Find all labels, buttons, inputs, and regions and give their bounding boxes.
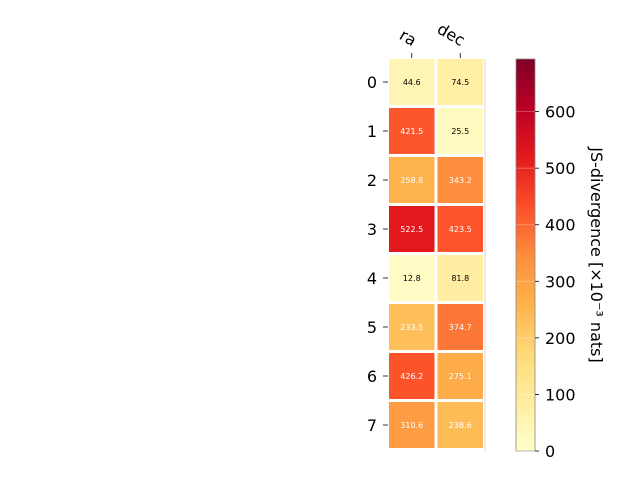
colorbar: 0 100 200 300 400 500 600 JS-divergence [×10⁻³ … [515, 58, 606, 461]
heatmap-cell-6-ra [389, 353, 435, 399]
row-label-4: 4 [367, 269, 377, 288]
cell-value-label: 12.8 [403, 274, 421, 283]
cell-value-label: 374.7 [449, 323, 472, 332]
heatmap-cell-6-dec [437, 353, 483, 399]
heatmap-cell-1-ra [389, 108, 435, 154]
column-label-ra: ra [396, 25, 420, 50]
cell-value-label: 426.2 [400, 372, 423, 381]
heatmap-cell-7-ra [389, 402, 435, 448]
cell-value-label: 258.8 [400, 176, 423, 185]
cell-value-label: 25.5 [451, 127, 469, 136]
heatmap-cell-0-dec [437, 59, 483, 105]
heatmap-cell-7-dec [437, 402, 483, 448]
heatmap-cell-2-dec [437, 157, 483, 203]
colorbar-tick-label: 100 [545, 385, 576, 404]
colorbar-tick-label: 500 [545, 159, 576, 178]
heatmap-cell-5-dec [437, 304, 483, 350]
colorbar-tick-label: 0 [545, 442, 555, 461]
heatmap-cell-2-ra [389, 157, 435, 203]
heatmap-cell-4-ra [389, 255, 435, 301]
row-label-0: 0 [367, 73, 377, 92]
row-label-7: 7 [367, 416, 377, 435]
heatmap-cell-0-ra [389, 59, 435, 105]
cell-value-label: 421.5 [400, 127, 423, 136]
heatmap-cell-3-dec [437, 206, 483, 252]
cell-value-label: 423.5 [449, 225, 472, 234]
row-label-3: 3 [367, 220, 377, 239]
heatmap-cells: 44.6 74.5 421.5 25.5 258.8 343.2 522.5 423.5 12.… [389, 59, 486, 451]
cell-value-label: 74.5 [451, 78, 469, 87]
column-label-dec: dec [434, 19, 468, 50]
row-label-2: 2 [367, 171, 377, 190]
heatmap-cell-4-dec [437, 255, 483, 301]
colorbar-label: JS-divergence [×10⁻³ nats] [587, 146, 606, 362]
cell-value-label: 343.2 [449, 176, 472, 185]
colorbar-gradient [515, 58, 536, 452]
colorbar-tick-label: 400 [545, 216, 576, 235]
heatmap-cell-1-dec [437, 108, 483, 154]
cell-value-label: 522.5 [400, 225, 423, 234]
column-labels: ra dec [396, 19, 468, 58]
row-label-5: 5 [367, 318, 377, 337]
row-label-1: 1 [367, 122, 377, 141]
cell-value-label: 44.6 [403, 78, 421, 87]
colorbar-tick-label: 600 [545, 103, 576, 122]
colorbar-tick-label: 200 [545, 329, 576, 348]
cell-value-label: 310.6 [400, 421, 423, 430]
cell-value-label: 81.8 [451, 274, 469, 283]
cell-value-label: 275.1 [449, 372, 472, 381]
heatmap-cell-3-ra [389, 206, 435, 252]
row-labels: 0 1 2 3 4 5 6 7 [367, 73, 388, 435]
heatmap-cell-5-ra [389, 304, 435, 350]
colorbar-tick-label: 300 [545, 272, 576, 291]
cell-value-label: 238.6 [449, 421, 472, 430]
cell-value-label: 233.5 [400, 323, 423, 332]
row-label-6: 6 [367, 367, 377, 386]
